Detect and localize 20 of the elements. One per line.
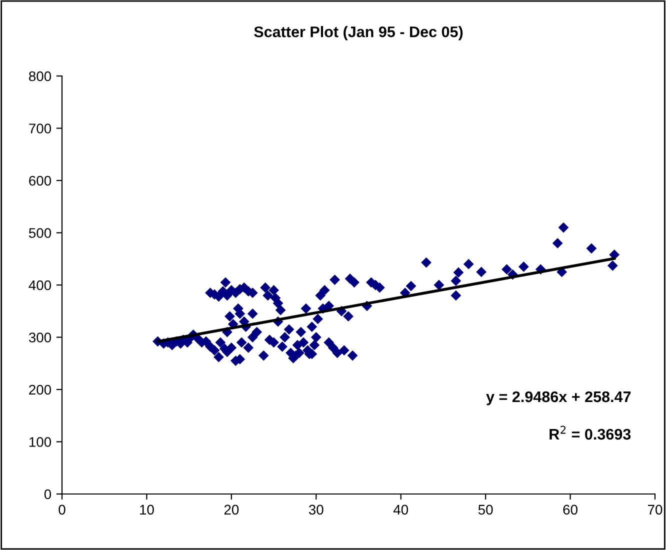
x-tick-label: 0 bbox=[58, 504, 66, 515]
x-tick-label: 10 bbox=[140, 504, 154, 515]
y-tick-label: 0 bbox=[44, 489, 52, 500]
chart-title: Scatter Plot (Jan 95 - Dec 05) bbox=[254, 26, 463, 40]
y-tick-label: 800 bbox=[29, 71, 52, 82]
annotation: R$^{2}$ = 0.3693 bbox=[550, 426, 631, 440]
x-tick-label: 70 bbox=[648, 504, 662, 515]
x-tick-label: 30 bbox=[308, 504, 324, 515]
annotation: y = 2.9486x + 258.47 bbox=[486, 391, 631, 406]
y-tick-label: 700 bbox=[29, 124, 52, 134]
x-tick-label: 40 bbox=[393, 504, 408, 515]
x-tick-label: 60 bbox=[563, 504, 578, 515]
y-tick-label: 600 bbox=[29, 176, 52, 186]
x-tick-label: 50 bbox=[478, 504, 493, 515]
y-tick-label: 300 bbox=[28, 332, 52, 342]
y-tick-label: 400 bbox=[28, 280, 52, 290]
y-tick-label: 500 bbox=[28, 228, 52, 238]
y-tick-label: 100 bbox=[29, 437, 52, 447]
y-tick-label: 200 bbox=[29, 384, 52, 395]
x-tick-label: 20 bbox=[224, 504, 239, 515]
